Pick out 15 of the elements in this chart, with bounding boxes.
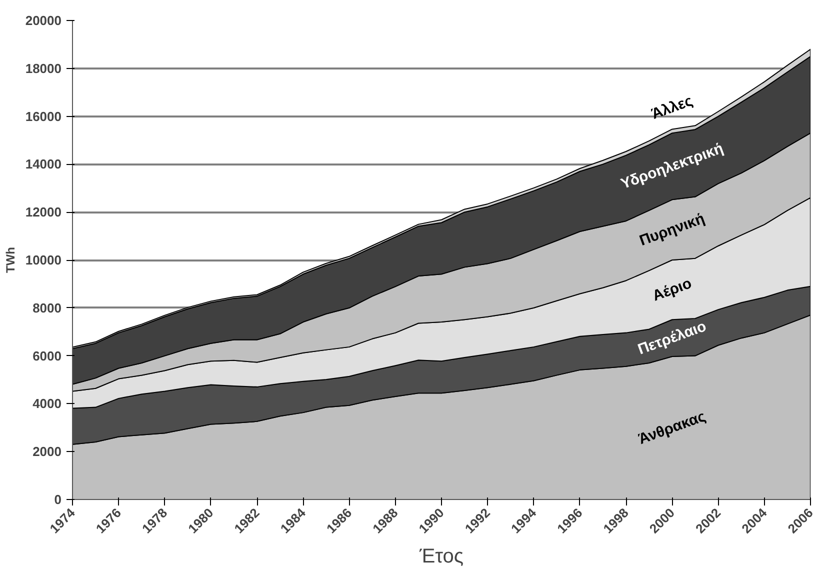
y-tick-label: 12000 xyxy=(25,204,62,220)
y-axis-title: TWh xyxy=(3,246,18,273)
y-tick-label: 18000 xyxy=(25,60,62,76)
y-tick-label: 14000 xyxy=(25,156,62,172)
y-tick-label: 2000 xyxy=(32,444,62,460)
y-tick-label: 4000 xyxy=(32,396,62,412)
y-tick-label: 20000 xyxy=(25,13,62,28)
y-tick-label: 8000 xyxy=(32,300,62,316)
series-label: Αέριο xyxy=(650,274,694,305)
x-axis-title: Έτος xyxy=(418,545,464,568)
text: Άλλες xyxy=(649,92,696,123)
y-tick-label: 16000 xyxy=(25,108,62,124)
y-tick-label: 0 xyxy=(54,492,62,507)
y-tick-label: 10000 xyxy=(25,252,62,268)
y-tick-label: 6000 xyxy=(32,348,62,364)
